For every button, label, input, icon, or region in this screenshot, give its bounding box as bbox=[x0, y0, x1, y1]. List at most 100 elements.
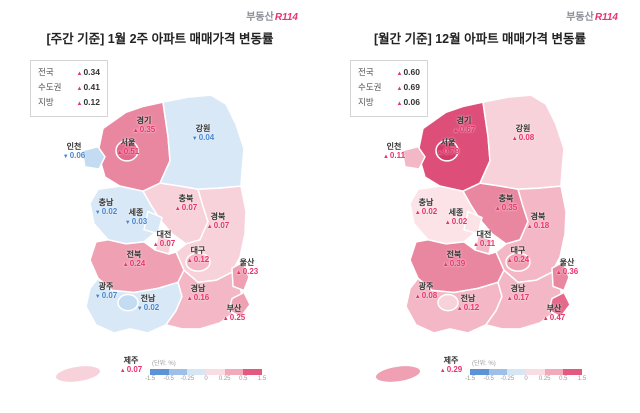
legend-tick-labels: -1.5 -0.5 -0.25 0 0.25 0.5 1.5 bbox=[465, 376, 586, 384]
region-name: 제주 bbox=[123, 356, 139, 365]
region-name: 광주 bbox=[418, 282, 434, 291]
up-arrow-icon: ▲ bbox=[511, 136, 518, 142]
region-sejong-shape bbox=[463, 210, 483, 235]
region-name: 강원 bbox=[195, 124, 211, 133]
up-arrow-icon: ▲ bbox=[76, 101, 83, 107]
region-value: ▲0.11 bbox=[472, 239, 496, 248]
region-label-ulsan: 울산 ▲0.23 bbox=[224, 258, 270, 278]
up-arrow-icon: ▲ bbox=[506, 258, 513, 264]
region-busan-shape bbox=[228, 291, 251, 318]
region-value: ▲0.08 bbox=[414, 291, 438, 300]
region-name: 세종 bbox=[128, 208, 144, 217]
region-name: 경북 bbox=[210, 212, 226, 221]
summary-value: ▲0.34 bbox=[76, 67, 101, 77]
up-arrow-icon: ▲ bbox=[152, 242, 159, 248]
region-value: ▼0.02 bbox=[136, 303, 160, 312]
legend-color-segment bbox=[526, 369, 545, 375]
region-label-daejeon: 대전 ▲0.07 bbox=[141, 230, 187, 250]
region-label-seoul: 서울 ▲0.51 bbox=[105, 138, 151, 158]
up-arrow-icon: ▲ bbox=[414, 210, 421, 216]
legend-color-segment bbox=[187, 369, 207, 375]
region-labels-layer: 경기 ▲0.35 강원 ▼0.04 인천 ▼0.06 서울 ▲0.51 충북 ▲0.07 충남 ▼0.… bbox=[48, 90, 268, 338]
region-name: 전남 bbox=[460, 294, 476, 303]
region-value: ▲0.24 bbox=[506, 255, 530, 264]
summary-row: 전국 ▲0.60 bbox=[358, 66, 420, 81]
region-name: 부산 bbox=[226, 304, 242, 313]
summary-row: 수도권 ▲0.41 bbox=[38, 81, 100, 96]
summary-label: 전국 bbox=[358, 67, 374, 77]
region-label-gyeongbuk: 경북 ▲0.07 bbox=[195, 212, 241, 232]
legend-tick: 1.5 bbox=[257, 376, 267, 382]
region-jeju-shape bbox=[374, 364, 422, 384]
region-value: ▲0.29 bbox=[439, 365, 463, 374]
region-label-gwangju: 광주 ▲0.08 bbox=[403, 282, 449, 302]
legend-gradient-bar bbox=[150, 369, 263, 375]
region-value: ▼0.06 bbox=[62, 151, 86, 160]
color-scale-legend: (단위: %) -1.5 -0.5 -0.25 0 0.25 0.5 1.5 bbox=[145, 358, 266, 384]
legend-color-segment bbox=[206, 369, 225, 375]
down-arrow-icon: ▼ bbox=[191, 136, 198, 142]
brand-text-red: R114 bbox=[274, 12, 298, 23]
up-arrow-icon: ▲ bbox=[206, 224, 213, 230]
region-label-chungbuk: 충북 ▲0.07 bbox=[163, 194, 209, 214]
region-label-jeonbuk: 전북 ▲0.24 bbox=[111, 250, 157, 270]
region-label-gyeonggi: 경기 ▲0.67 bbox=[441, 116, 487, 136]
legend-color-segment bbox=[168, 369, 188, 375]
summary-box: 전국 ▲0.60 수도권 ▲0.69 지방 ▲0.06 bbox=[350, 60, 428, 117]
region-label-gyeongnam: 경남 ▲0.16 bbox=[175, 284, 221, 304]
summary-row: 전국 ▲0.34 bbox=[38, 66, 100, 81]
korea-map-svg bbox=[401, 94, 571, 334]
legend-tick: -0.25 bbox=[500, 376, 515, 382]
brand-text-red: R114 bbox=[594, 12, 618, 23]
legend-color-segment bbox=[507, 369, 527, 375]
up-arrow-icon: ▲ bbox=[396, 71, 403, 77]
up-arrow-icon: ▲ bbox=[506, 296, 513, 302]
region-value: ▲0.02 bbox=[414, 207, 438, 216]
legend-tick: -1.5 bbox=[144, 376, 156, 382]
up-arrow-icon: ▲ bbox=[382, 154, 389, 160]
legend-color-segment bbox=[544, 369, 564, 375]
region-name: 울산 bbox=[239, 258, 255, 267]
region-name: 경북 bbox=[530, 212, 546, 221]
region-label-ulsan: 울산 ▲0.36 bbox=[544, 258, 590, 278]
legend-unit-label: (단위: %) bbox=[152, 361, 176, 367]
region-name: 인천 bbox=[386, 142, 402, 151]
region-jeju-shape bbox=[54, 364, 102, 384]
summary-label: 지방 bbox=[358, 97, 374, 107]
summary-value: ▲0.69 bbox=[396, 82, 421, 92]
region-label-gangwon: 강원 ▲0.08 bbox=[500, 124, 546, 144]
region-value: ▲0.39 bbox=[442, 259, 466, 268]
down-arrow-icon: ▼ bbox=[94, 294, 101, 300]
region-label-daejeon: 대전 ▲0.11 bbox=[461, 230, 507, 250]
region-gwangju-shape bbox=[117, 293, 139, 312]
region-name: 강원 bbox=[515, 124, 531, 133]
down-arrow-icon: ▼ bbox=[94, 210, 101, 216]
summary-label: 수도권 bbox=[38, 82, 62, 92]
summary-row: 지방 ▲0.06 bbox=[358, 96, 420, 111]
up-arrow-icon: ▲ bbox=[186, 258, 193, 264]
region-labels-layer: 경기 ▲0.67 강원 ▲0.08 인천 ▲0.11 서울 ▲0.79 충북 ▲0.35 충남 ▲0.… bbox=[368, 90, 588, 338]
region-label-chungnam: 충남 ▼0.02 bbox=[83, 198, 129, 218]
region-label-jeonnam: 전남 ▼0.02 bbox=[125, 294, 171, 314]
legend-color-segment bbox=[563, 369, 583, 375]
up-arrow-icon: ▲ bbox=[396, 101, 403, 107]
region-daegu-shape bbox=[505, 252, 531, 272]
region-sejong-shape bbox=[143, 210, 163, 235]
region-value: ▲0.35 bbox=[494, 203, 518, 212]
jeju-island-svg bbox=[54, 364, 102, 384]
legend-color-segment bbox=[488, 369, 508, 375]
up-arrow-icon: ▲ bbox=[414, 294, 421, 300]
legend-tick-labels: -1.5 -0.5 -0.25 0 0.25 0.5 1.5 bbox=[145, 376, 266, 384]
brand-text-gray: 부동산 bbox=[566, 12, 594, 23]
up-arrow-icon: ▲ bbox=[452, 128, 459, 134]
region-daejeon-shape bbox=[474, 235, 493, 255]
region-label-jeju: 제주 ▲0.29 bbox=[428, 356, 474, 376]
summary-value: ▲0.41 bbox=[76, 82, 101, 92]
region-value: ▲0.16 bbox=[186, 293, 210, 302]
region-label-busan: 부산 ▲0.47 bbox=[531, 304, 577, 324]
region-value: ▲0.17 bbox=[506, 293, 530, 302]
region-label-jeju: 제주 ▲0.07 bbox=[108, 356, 154, 376]
region-name: 전남 bbox=[140, 294, 156, 303]
brand-logo: 부동산R114 bbox=[566, 8, 618, 23]
